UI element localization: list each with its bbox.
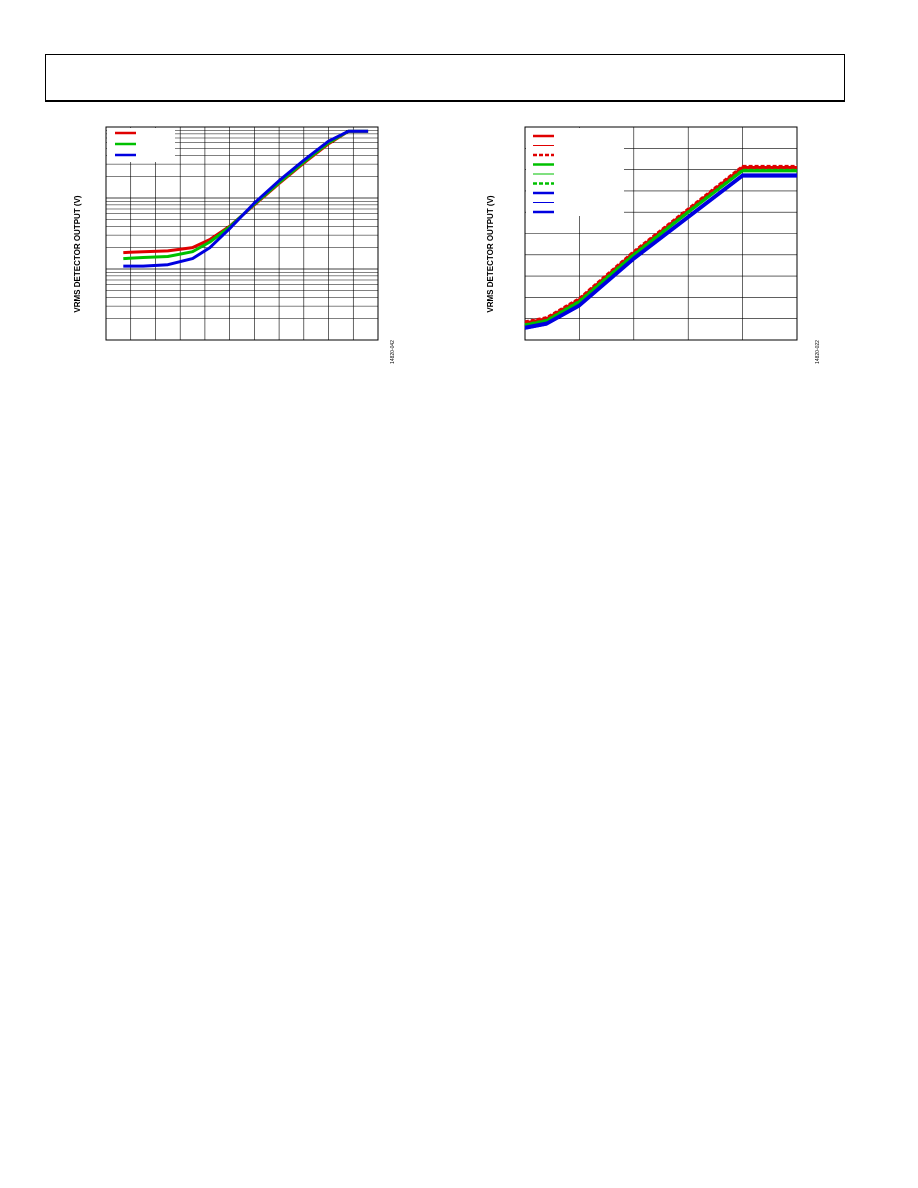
plot-frame — [105, 126, 379, 341]
legend — [526, 128, 624, 216]
series-line — [524, 164, 797, 324]
figure-id: 14820-022 — [815, 340, 821, 364]
y-axis-label: VRMS DETECTOR OUTPUT (V) — [73, 195, 82, 313]
y-axis-label: VRMS DETECTOR OUTPUT (V) — [486, 195, 495, 313]
plot-area — [105, 126, 379, 341]
plot-area — [524, 126, 798, 341]
series-line — [524, 176, 797, 330]
figure-id: 14820-042 — [390, 340, 396, 364]
plot-frame — [524, 126, 798, 341]
page-header-box — [45, 54, 845, 102]
chart-left-svg: VRMS DETECTOR OUTPUT (V) 14820-042 — [73, 126, 396, 364]
chart-right-svg: VRMS DETECTOR OUTPUT (V) 14820-022 — [486, 126, 821, 364]
series-line — [123, 129, 369, 268]
series-line — [524, 173, 797, 329]
legend-background — [526, 128, 624, 216]
legend — [107, 128, 175, 162]
chart-left: VRMS DETECTOR OUTPUT (V) 14820-042 — [60, 120, 460, 380]
series-line — [524, 169, 797, 327]
chart-right: VRMS DETECTOR OUTPUT (V) 14820-022 — [480, 120, 880, 380]
